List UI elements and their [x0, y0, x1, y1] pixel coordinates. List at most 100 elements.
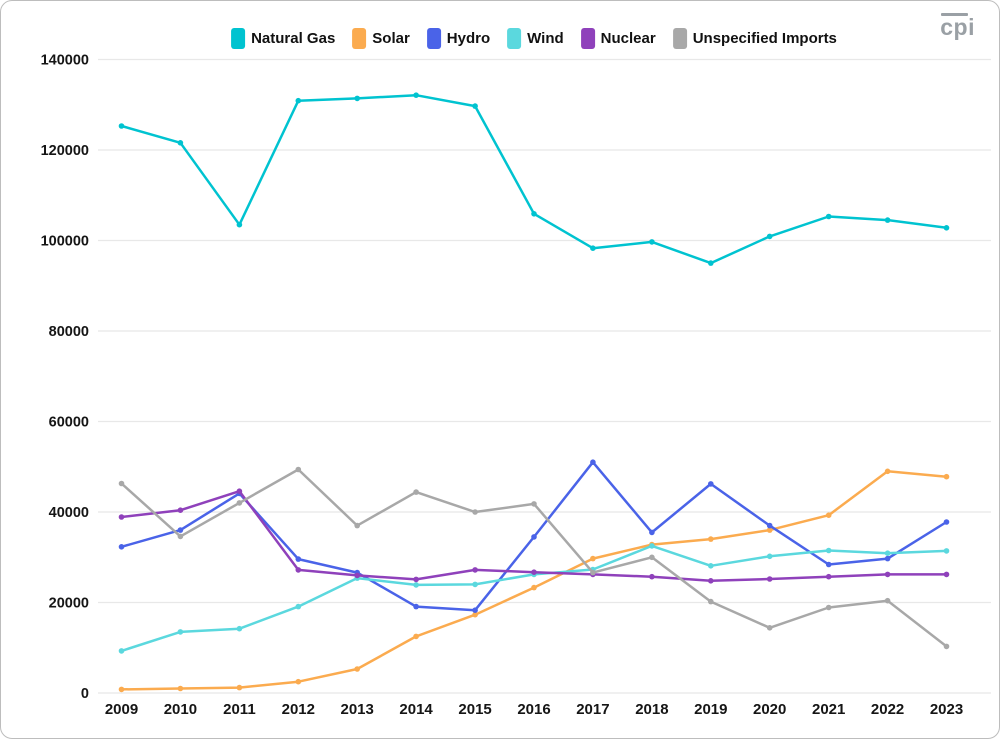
data-point-hydro-2022: [884, 555, 891, 562]
data-point-unspecified-imports-2017: [590, 569, 596, 576]
x-axis-tick-label: 2012: [282, 701, 315, 718]
data-point-solar-2019: [708, 536, 714, 542]
data-point-natural-gas-2016: [531, 211, 537, 217]
data-point-unspecified-imports-2019: [708, 598, 714, 605]
legend-swatch-icon: [352, 28, 367, 49]
data-point-nuclear-2020: [766, 576, 773, 582]
data-point-nuclear-2019: [708, 578, 714, 584]
x-axis-tick-label: 2010: [164, 701, 197, 718]
data-point-wind-2015: [472, 581, 478, 588]
x-axis-tick-label: 2020: [753, 701, 786, 718]
data-point-unspecified-imports-2009: [118, 480, 125, 487]
data-point-solar-2009: [118, 686, 125, 693]
legend-item-solar[interactable]: Solar: [352, 28, 410, 49]
x-axis-tick-label: 2013: [341, 701, 374, 718]
legend-item-unspecified-imports[interactable]: Unspecified Imports: [672, 28, 837, 49]
data-point-hydro-2020: [766, 522, 773, 529]
data-point-nuclear-2022: [884, 571, 891, 578]
legend-label: Hydro: [446, 30, 491, 47]
data-point-solar-2020: [766, 527, 773, 533]
legend-swatch-icon: [672, 28, 687, 49]
legend-item-hydro[interactable]: Hydro: [426, 28, 491, 49]
data-point-nuclear-2012: [295, 567, 302, 573]
x-axis-tick-label: 2021: [812, 701, 845, 718]
data-point-solar-2010: [177, 685, 184, 692]
data-point-wind-2014: [413, 582, 419, 588]
legend-label: Nuclear: [600, 30, 656, 47]
data-point-unspecified-imports-2015: [472, 509, 478, 515]
data-point-wind-2023: [943, 548, 950, 554]
legend: Natural Gas Solar Hydro Wind Nuclear Unspecif…: [231, 28, 837, 49]
legend-item-wind[interactable]: Wind: [507, 28, 564, 49]
legend-swatch-icon: [507, 28, 522, 49]
data-point-hydro-2021: [825, 561, 832, 568]
legend-label: Wind: [527, 30, 564, 47]
data-point-natural-gas-2020: [766, 233, 773, 240]
data-point-nuclear-2015: [472, 567, 478, 573]
data-point-nuclear-2016: [531, 569, 537, 575]
data-point-nuclear-2021: [825, 573, 832, 580]
data-point-wind-2011: [236, 625, 243, 632]
data-point-natural-gas-2011: [236, 221, 243, 228]
data-point-natural-gas-2022: [884, 217, 891, 223]
legend-item-nuclear[interactable]: Nuclear: [580, 28, 656, 49]
data-point-wind-2010: [177, 629, 184, 635]
x-axis-tick-label: 2017: [576, 701, 609, 718]
y-axis-tick-label: 40000: [49, 505, 89, 521]
cpi-logo: cpi: [940, 13, 975, 40]
cpi-logo-text: cpi: [940, 14, 975, 40]
data-point-natural-gas-2018: [649, 239, 655, 245]
data-point-wind-2020: [766, 553, 773, 560]
data-point-unspecified-imports-2013: [354, 522, 361, 529]
series-line-unspecified-imports: [120, 468, 948, 648]
data-point-unspecified-imports-2021: [825, 604, 832, 611]
legend-label: Unspecified Imports: [692, 30, 837, 47]
y-axis-tick-label: 0: [81, 686, 89, 702]
data-point-wind-2022: [884, 550, 891, 556]
legend-swatch-icon: [426, 28, 441, 49]
data-point-solar-2016: [531, 584, 537, 591]
y-axis-tick-label: 60000: [49, 415, 89, 431]
data-point-natural-gas-2009: [118, 123, 125, 129]
data-point-natural-gas-2014: [413, 92, 419, 98]
legend-label: Natural Gas: [251, 30, 336, 47]
data-point-natural-gas-2019: [708, 260, 714, 266]
data-point-nuclear-2014: [413, 576, 419, 583]
data-point-solar-2023: [943, 473, 950, 480]
y-axis-tick-label: 20000: [49, 596, 89, 612]
legend-swatch-icon: [231, 28, 246, 49]
data-point-solar-2021: [825, 512, 832, 518]
data-point-natural-gas-2017: [590, 245, 596, 251]
legend-item-natural-gas[interactable]: Natural Gas: [231, 28, 335, 49]
data-point-nuclear-2013: [354, 572, 361, 579]
cpi-logo-overline: [941, 13, 969, 16]
data-point-solar-2015: [472, 611, 478, 618]
x-axis-tick-label: 2019: [694, 701, 727, 718]
data-point-natural-gas-2013: [354, 95, 361, 102]
x-axis-tick-label: 2018: [635, 701, 668, 718]
data-point-wind-2009: [118, 648, 125, 654]
data-point-unspecified-imports-2010: [177, 533, 184, 540]
data-point-unspecified-imports-2018: [649, 554, 655, 561]
data-point-unspecified-imports-2020: [766, 625, 773, 631]
y-axis-tick-label: 100000: [41, 234, 89, 250]
y-axis-tick-label: 80000: [49, 324, 89, 340]
data-point-hydro-2012: [295, 556, 302, 562]
data-point-nuclear-2018: [649, 573, 655, 580]
x-axis-tick-label: 2015: [458, 701, 491, 718]
legend-swatch-icon: [580, 28, 595, 49]
data-point-natural-gas-2015: [472, 103, 478, 109]
x-axis-tick-label: 2011: [223, 701, 256, 718]
data-point-unspecified-imports-2023: [943, 643, 950, 650]
series-line-natural-gas: [120, 93, 948, 265]
data-point-unspecified-imports-2022: [884, 597, 891, 604]
data-point-unspecified-imports-2012: [295, 466, 302, 473]
y-axis-tick-label: 120000: [41, 143, 89, 159]
data-point-nuclear-2009: [118, 514, 125, 520]
data-point-unspecified-imports-2016: [531, 501, 537, 507]
x-axis-tick-label: 2009: [105, 701, 138, 718]
data-point-hydro-2014: [413, 603, 419, 610]
data-point-solar-2013: [354, 666, 361, 672]
x-axis-tick-label: 2022: [871, 701, 904, 718]
